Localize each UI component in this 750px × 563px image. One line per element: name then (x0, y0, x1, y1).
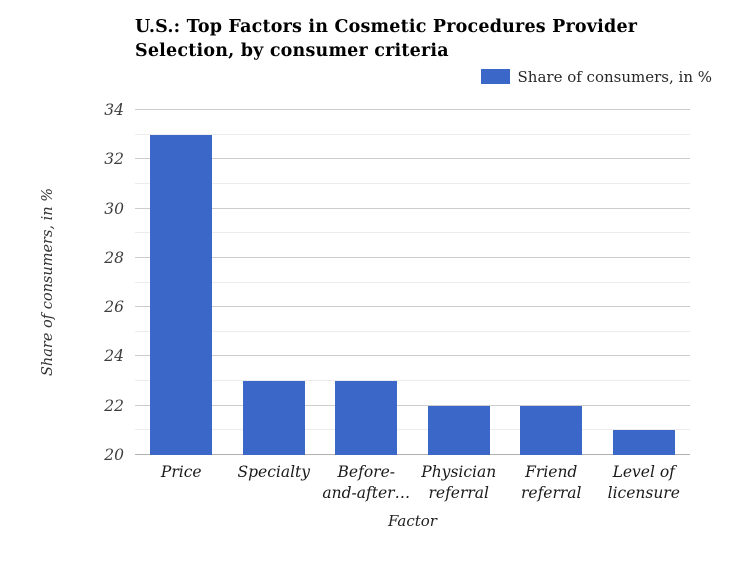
x-tick-line: Price (160, 463, 202, 481)
gridline-34 (135, 109, 690, 110)
x-axis-tick-labels: Price Specialty Before-and-after… Physician… (135, 462, 690, 508)
x-tick-line: referral (428, 484, 490, 502)
y-tick-label-32: 32 (104, 150, 124, 169)
y-tick-label-26: 26 (104, 298, 124, 317)
x-tick-line: and-after… (322, 484, 411, 502)
bar-1[interactable] (242, 381, 305, 455)
gridline-30 (135, 207, 690, 209)
x-axis-title: Factor (388, 512, 437, 530)
bar-4[interactable] (520, 405, 583, 455)
y-tick-label-24: 24 (104, 347, 124, 366)
y-axis-tick-labels: 20 22 24 26 28 30 32 34 (0, 101, 124, 464)
bar-5[interactable] (612, 430, 675, 455)
gridline-24 (135, 355, 690, 357)
x-tick-label-2: Before-and-after… (322, 462, 410, 504)
x-tick-line: Before- (337, 463, 395, 481)
bar-2[interactable] (335, 381, 398, 455)
y-tick-label-30: 30 (104, 199, 124, 218)
x-tick-label-0: Price (161, 462, 202, 483)
chart-title: U.S.: Top Factors in Cosmetic Procedures… (135, 17, 638, 61)
gridline-29 (135, 232, 690, 234)
gridline-33 (135, 133, 690, 135)
y-tick-label-28: 28 (104, 248, 124, 267)
y-tick-label-22: 22 (104, 396, 124, 415)
x-tick-line: Friend (525, 463, 578, 481)
plot-area (135, 109, 690, 455)
x-tick-label-4: Friend referral (521, 462, 582, 504)
bar-0[interactable] (150, 134, 213, 455)
gridline-31 (135, 182, 690, 184)
gridline-22 (135, 404, 690, 406)
gridline-26 (135, 306, 690, 308)
gridline-23 (135, 380, 690, 382)
y-tick-label-34: 34 (104, 101, 124, 119)
legend-swatch (480, 69, 510, 84)
bar-3[interactable] (427, 405, 490, 455)
x-tick-line: Level of (612, 463, 675, 481)
gridline-28 (135, 256, 690, 258)
gridline-21 (135, 429, 690, 431)
x-tick-label-3: Physician referral (421, 462, 496, 504)
gridline-32 (135, 158, 690, 160)
gridline-27 (135, 281, 690, 283)
x-tick-line: Physician (421, 463, 497, 481)
x-tick-label-5: Level of licensure (608, 462, 680, 504)
y-tick-label-20: 20 (104, 446, 124, 464)
legend: Share of consumers, in % (480, 67, 712, 86)
x-tick-line: referral (520, 484, 582, 502)
gridline-25 (135, 330, 690, 332)
legend-label: Share of consumers, in % (517, 67, 712, 86)
x-tick-line: Specialty (237, 463, 311, 481)
x-axis-baseline (135, 454, 690, 455)
x-tick-label-1: Specialty (237, 462, 310, 483)
x-tick-line: licensure (607, 484, 680, 502)
